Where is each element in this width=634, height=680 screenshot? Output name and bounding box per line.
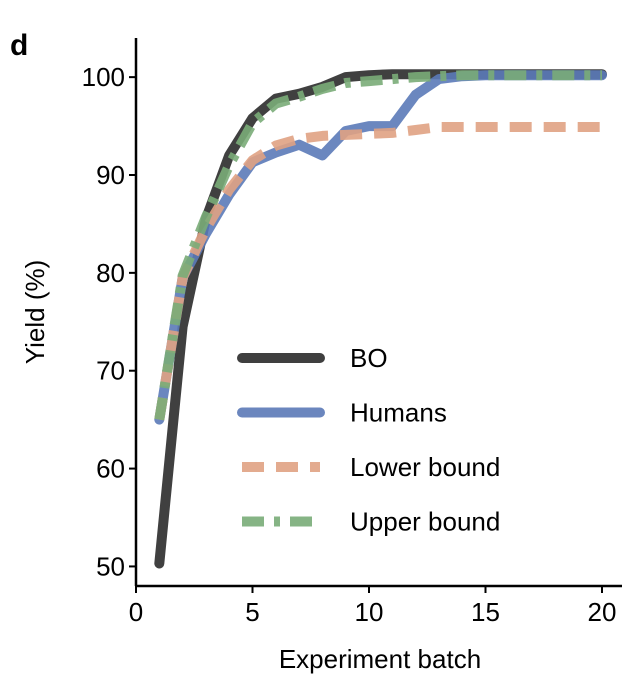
x-tick-label: 10 — [355, 597, 384, 627]
legend-label: Humans — [350, 398, 447, 428]
y-tick-label: 60 — [96, 454, 125, 484]
legend-label: BO — [350, 343, 388, 373]
legend: BO Humans Lower bound Upper bound — [237, 343, 500, 537]
series-line-bo — [154, 69, 607, 569]
legend-item-upper-bound: Upper bound — [242, 507, 500, 537]
legend-item-lower-bound: Lower bound — [242, 452, 500, 482]
y-tick-label: 80 — [96, 258, 125, 288]
y-axis-label: Yield (%) — [20, 260, 50, 365]
series-layer — [154, 69, 607, 569]
tick-labels: 0 5 10 15 20 50 60 70 80 90 100 — [82, 62, 617, 627]
y-tick-label: 90 — [96, 160, 125, 190]
x-tick-label: 20 — [588, 597, 617, 627]
legend-label: Lower bound — [350, 452, 500, 482]
series-line-lower-bound — [154, 122, 602, 421]
series-line-upper-bound — [154, 70, 602, 421]
legend-item-humans: Humans — [237, 398, 447, 428]
series-upper-bound — [154, 70, 602, 421]
y-tick-label: 100 — [82, 62, 125, 92]
y-tick-label: 70 — [96, 356, 125, 386]
x-tick-label: 5 — [245, 597, 259, 627]
axes — [134, 38, 622, 588]
x-axis-label: Experiment batch — [279, 644, 481, 674]
panel-label: d — [10, 29, 28, 62]
x-tick-label: 0 — [129, 597, 143, 627]
x-tick-label: 15 — [471, 597, 500, 627]
legend-label: Upper bound — [350, 507, 500, 537]
series-lower-bound — [154, 122, 602, 421]
legend-item-bo: BO — [237, 343, 388, 373]
series-bo — [154, 69, 607, 569]
y-tick-label: 50 — [96, 551, 125, 581]
